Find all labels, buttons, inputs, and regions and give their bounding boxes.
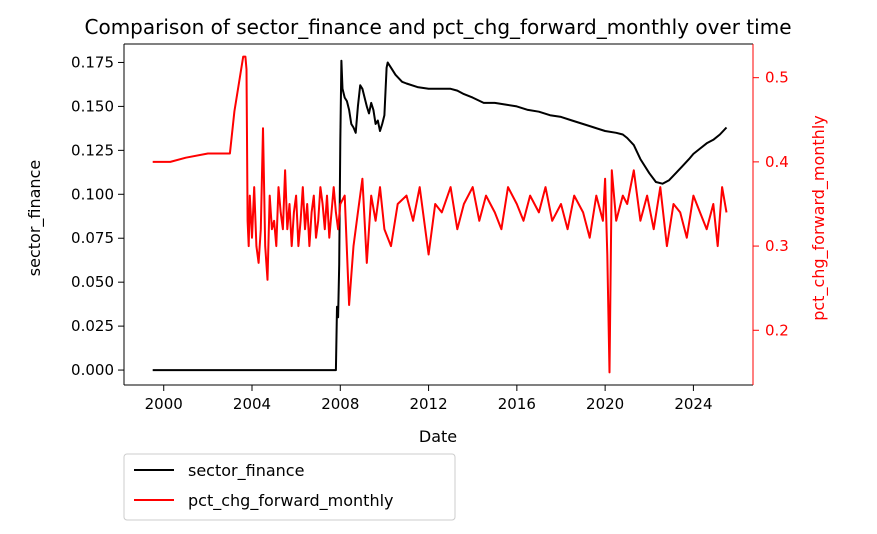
x-tick-label: 2024 bbox=[674, 395, 712, 413]
left-y-axis-ticks: 0.000 0.025 0.050 0.075 0.100 0.125 0.150 0.175 bbox=[71, 53, 124, 379]
series-line-sector-finance bbox=[152, 59, 728, 372]
right-y-tick-label: 0.3 bbox=[765, 237, 789, 255]
right-y-axis-ticks: 0.2 0.3 0.4 0.5 bbox=[753, 69, 789, 339]
x-tick-label: 2016 bbox=[498, 395, 536, 413]
left-y-axis-label: sector_finance bbox=[25, 160, 45, 276]
series-lines bbox=[152, 55, 728, 374]
legend-label-pct-chg-forward-monthly: pct_chg_forward_monthly bbox=[188, 491, 394, 511]
series-line-pct-chg-forward-monthly bbox=[152, 55, 728, 374]
x-tick-label: 2012 bbox=[409, 395, 447, 413]
x-axis-label: Date bbox=[419, 427, 457, 446]
legend-box bbox=[123, 453, 456, 521]
x-axis-ticks: 2000 2004 2008 2012 2016 2020 2024 bbox=[145, 385, 713, 413]
legend: sector_finance pct_chg_forward_monthly bbox=[123, 453, 456, 521]
right-y-tick-label: 0.2 bbox=[765, 321, 789, 339]
axes-frame bbox=[123, 43, 754, 386]
left-y-tick-label: 0.125 bbox=[71, 141, 114, 159]
chart-title: Comparison of sector_finance and pct_chg… bbox=[85, 15, 792, 39]
left-y-tick-label: 0.050 bbox=[71, 273, 114, 291]
legend-label-sector-finance: sector_finance bbox=[188, 461, 304, 481]
x-tick-label: 2004 bbox=[233, 395, 271, 413]
right-y-tick-label: 0.5 bbox=[765, 69, 789, 87]
left-y-tick-label: 0.175 bbox=[71, 53, 114, 71]
right-y-tick-label: 0.4 bbox=[765, 153, 789, 171]
left-y-tick-label: 0.000 bbox=[71, 361, 114, 379]
right-y-axis-label: pct_chg_forward_monthly bbox=[809, 115, 829, 321]
left-y-tick-label: 0.100 bbox=[71, 185, 114, 203]
x-tick-label: 2008 bbox=[321, 395, 359, 413]
x-tick-label: 2020 bbox=[586, 395, 624, 413]
x-tick-label: 2000 bbox=[145, 395, 183, 413]
left-y-tick-label: 0.075 bbox=[71, 229, 114, 247]
left-y-tick-label: 0.025 bbox=[71, 317, 114, 335]
left-y-tick-label: 0.150 bbox=[71, 97, 114, 115]
